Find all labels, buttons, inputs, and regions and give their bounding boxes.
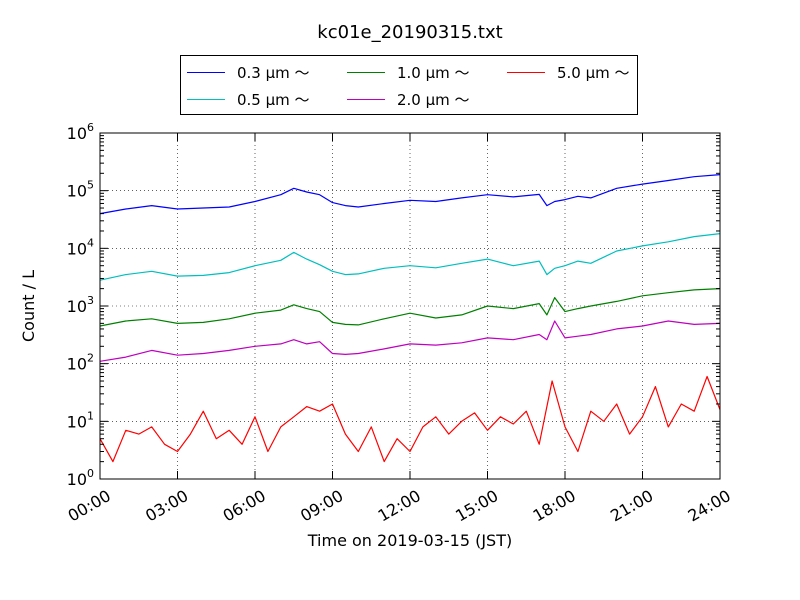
legend-label-0.5um: 0.5 μm ～: [237, 90, 310, 109]
chart-title: kc01e_20190315.txt: [317, 22, 502, 43]
y-tick-label: 104: [67, 236, 94, 258]
series-line-2: [99, 288, 721, 327]
y-tick-label: 106: [67, 121, 94, 143]
legend-label-0.3um: 0.3 μm ～: [237, 63, 310, 82]
legend-swatch-1.0um: [347, 71, 385, 73]
y-axis-label: Count / L: [19, 270, 38, 342]
x-tick-label: 00:00: [65, 486, 114, 526]
x-axis-label: Time on 2019-03-15 (JST): [307, 531, 512, 550]
plot-series: [99, 174, 721, 463]
legend-item-0.5um: 0.5 μm ～: [187, 89, 310, 109]
legend-item-5.0um: 5.0 μm ～: [507, 62, 630, 82]
legend-swatch-0.5um: [187, 98, 225, 100]
y-tick-label: 105: [67, 179, 94, 201]
x-tick-label: 24:00: [685, 486, 734, 526]
y-axis-ticks: 100 101 102 103 104 105 106: [67, 121, 720, 489]
x-tick-label: 09:00: [297, 486, 346, 526]
legend-item-0.3um: 0.3 μm ～: [187, 62, 310, 82]
legend-item-1.0um: 1.0 μm ～: [347, 62, 470, 82]
legend-swatch-0.3um: [187, 71, 225, 73]
legend-label-1.0um: 1.0 μm ～: [397, 63, 470, 82]
series-line-1: [99, 233, 721, 281]
legend-item-2.0um: 2.0 μm ～: [347, 89, 470, 109]
y-tick-label: 101: [67, 409, 94, 431]
x-tick-label: 21:00: [607, 486, 656, 526]
x-tick-label: 12:00: [375, 486, 424, 526]
series-line-0: [99, 174, 721, 215]
x-tick-label: 06:00: [220, 486, 269, 526]
legend-label-2.0um: 2.0 μm ～: [397, 90, 470, 109]
x-tick-label: 18:00: [530, 486, 579, 526]
x-tick-label: 15:00: [452, 486, 501, 526]
series-line-4: [99, 375, 721, 463]
y-tick-label: 100: [67, 467, 94, 489]
series-line-3: [99, 320, 721, 362]
legend-swatch-5.0um: [507, 71, 545, 73]
y-tick-label: 102: [67, 352, 94, 374]
legend-swatch-2.0um: [347, 98, 385, 100]
y-tick-label: 103: [67, 294, 94, 316]
x-tick-label: 03:00: [142, 486, 191, 526]
x-axis-ticks: 00:00 03:00 06:00 09:00 12:00 15:00 18:00 21:00…: [65, 133, 734, 526]
legend-label-5.0um: 5.0 μm ～: [557, 63, 630, 82]
legend: 0.3 μm ～ 1.0 μm ～ 5.0 μm ～ 0.5 μm ～ 2.0 …: [180, 55, 638, 115]
